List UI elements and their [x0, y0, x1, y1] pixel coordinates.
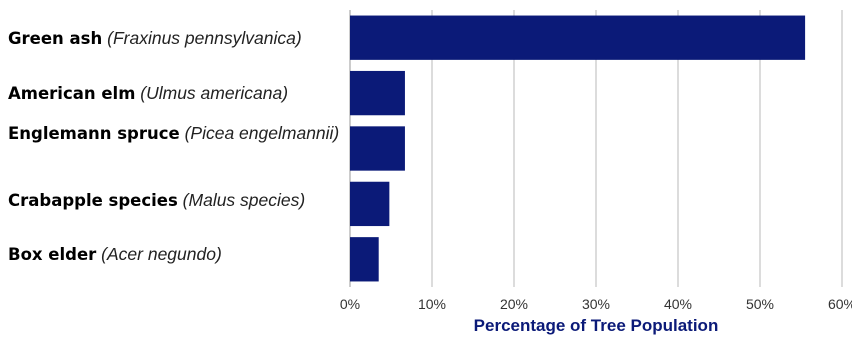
category-common-name: Englemann spruce — [8, 124, 180, 143]
category-scientific-name: (Acer negundo) — [96, 244, 222, 264]
category-common-name: Box elder — [8, 245, 97, 264]
category-label: Green ash (Fraxinus pennsylvanica) — [8, 27, 343, 50]
bars — [350, 15, 806, 282]
x-tick-label: 10% — [418, 296, 446, 312]
x-tick-label: 50% — [746, 296, 774, 312]
category-scientific-name: (Picea engelmannii) — [179, 123, 340, 143]
category-label: Crabapple species (Malus species) — [8, 189, 343, 212]
category-common-name: Green ash — [8, 29, 103, 48]
category-common-name: Crabapple species — [8, 191, 178, 210]
bar — [350, 15, 806, 60]
category-label: Englemann spruce (Picea engelmannii) — [8, 122, 343, 145]
x-tick-label: 30% — [582, 296, 610, 312]
category-label: Box elder (Acer negundo) — [8, 243, 343, 266]
bar — [350, 70, 405, 116]
x-tick-label: 40% — [664, 296, 692, 312]
bar — [350, 126, 405, 171]
bar — [350, 237, 379, 282]
category-label: American elm (Ulmus americana) — [8, 82, 343, 105]
x-tick-label: 20% — [500, 296, 528, 312]
x-tick-labels: 0% 10% 20% 30% 40% 50% 60% — [340, 296, 852, 312]
category-scientific-name: (Fraxinus pennsylvanica) — [102, 28, 302, 48]
x-axis-title: Percentage of Tree Population — [473, 316, 719, 335]
x-tick-label: 0% — [340, 296, 360, 312]
category-scientific-name: (Malus species) — [177, 190, 306, 210]
bar — [350, 181, 390, 227]
category-common-name: American elm — [8, 84, 136, 103]
category-scientific-name: (Ulmus americana) — [135, 83, 289, 103]
x-tick-label: 60% — [828, 296, 852, 312]
